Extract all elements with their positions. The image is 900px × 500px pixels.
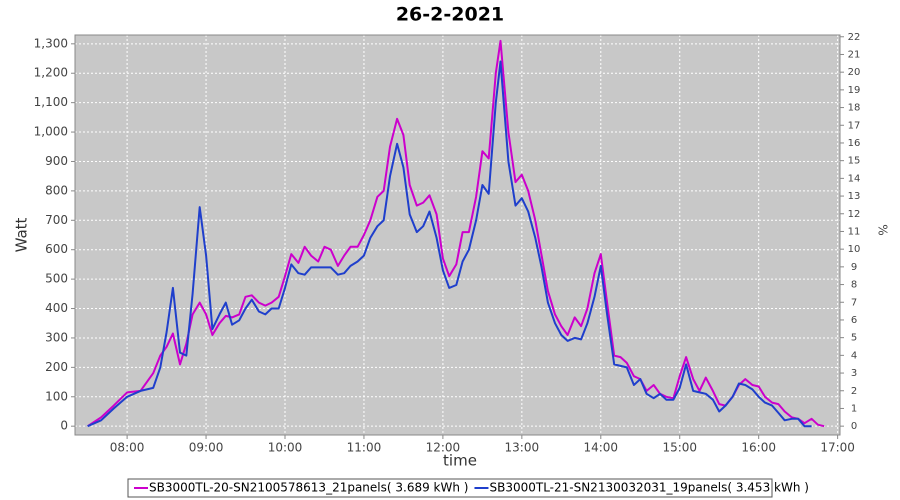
y-tick-label: 1,300 [34,36,68,50]
y-tick-label: 1,200 [34,66,68,80]
y-tick-label: 200 [45,360,68,374]
x-tick-label: 11:00 [347,441,382,455]
y2-tick-label: 13 [848,191,861,202]
y2-tick-label: 22 [848,32,861,43]
y2-tick-label: 9 [851,262,857,273]
legend-label: SB3000TL-21-SN2130032031_19panels( 3.453… [489,481,808,495]
y-tick-label: 800 [45,183,68,197]
x-tick-label: 17:00 [820,441,855,455]
y2-tick-label: 4 [851,350,857,361]
y2-tick-label: 15 [848,156,861,167]
legend [127,478,773,498]
y-tick-label: 500 [45,272,68,286]
y2-tick-label: 16 [848,138,861,149]
y2-tick-label: 20 [848,67,861,78]
y2-tick-label: 2 [851,386,857,397]
y2-tick-label: 18 [848,103,861,114]
x-axis-label: time [443,452,477,470]
y2-tick-label: 5 [851,333,857,344]
y2-tick-label: 12 [848,209,861,220]
y-tick-label: 600 [45,242,68,256]
y2-tick-label: 6 [851,315,857,326]
y-tick-label: 100 [45,389,68,403]
y2-tick-label: 3 [851,368,857,379]
x-tick-label: 13:00 [505,441,540,455]
series-line [87,39,825,428]
y2-tick-label: 17 [848,120,861,131]
x-tick-label: 12:00 [426,441,461,455]
y-tick-label: 1,100 [34,95,68,109]
y-axis-label: Watt [13,217,31,252]
series-line [87,60,812,428]
y2-tick-label: 7 [851,297,857,308]
y2-tick-label: 8 [851,280,857,291]
plot-border [74,34,841,436]
x-tick-label: 15:00 [662,441,697,455]
y-tick-label: 900 [45,154,68,168]
legend-label: SB3000TL-20-SN2100578613_21panels( 3.689… [149,481,468,495]
y2-tick-label: 1 [851,403,857,414]
y2-tick-label: 14 [848,173,861,184]
x-tick-label: 08:00 [110,441,145,455]
y-tick-label: 400 [45,301,68,315]
y2-axis-label: % [876,224,890,235]
x-tick-label: 09:00 [189,441,224,455]
y-tick-label: 0 [60,419,68,433]
y2-tick-label: 21 [848,49,861,60]
y-tick-label: 300 [45,330,68,344]
y2-tick-label: 19 [848,85,861,96]
x-tick-label: 10:00 [268,441,303,455]
x-tick-label: 16:00 [741,441,776,455]
y-tick-label: 700 [45,213,68,227]
y2-tick-label: 11 [848,226,861,237]
chart-title: 26-2-2021 [396,4,504,26]
y2-tick-label: 0 [851,421,857,432]
x-tick-label: 14:00 [583,441,618,455]
y2-tick-label: 10 [848,244,861,255]
plot-area [75,35,840,435]
y-tick-label: 1,000 [34,125,68,139]
